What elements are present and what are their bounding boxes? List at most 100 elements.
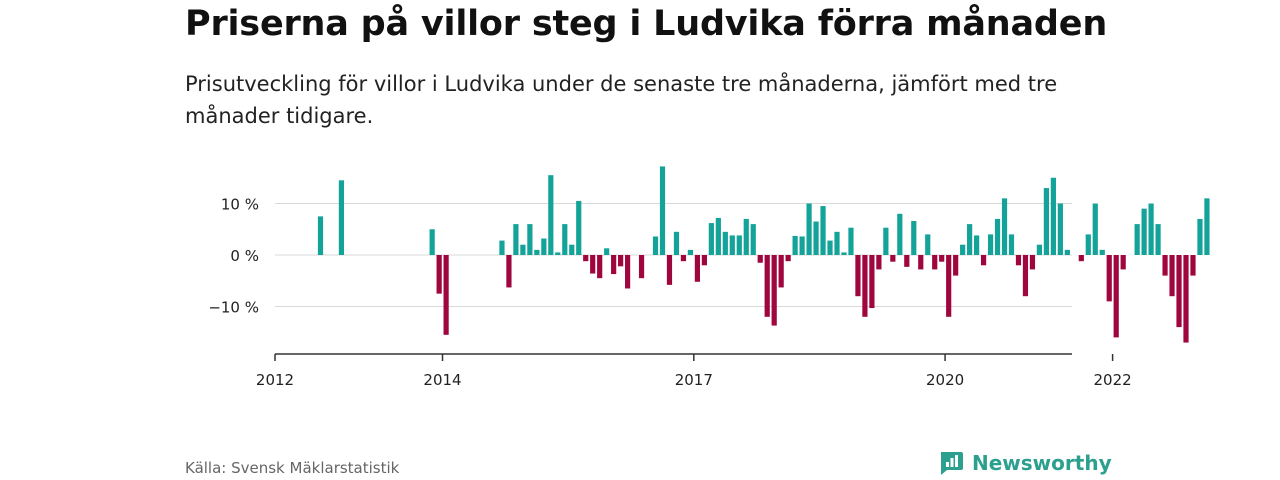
bar-2022-08 xyxy=(1162,255,1168,276)
bar-2019-11 xyxy=(932,255,938,270)
bar-2018-02 xyxy=(785,255,791,262)
bar-2015-12 xyxy=(604,248,610,256)
bar-2017-01 xyxy=(694,255,700,282)
bar-2021-11 xyxy=(1099,249,1105,255)
bar-2014-12 xyxy=(520,244,526,255)
bar-2016-05 xyxy=(638,255,645,279)
bar-2018-09 xyxy=(834,231,840,256)
bar-2022-02 xyxy=(1120,255,1126,270)
bar-2021-02 xyxy=(1036,244,1043,255)
bar-2018-05 xyxy=(806,203,812,255)
bar-2016-09 xyxy=(666,255,673,285)
bar-2016-01 xyxy=(611,255,617,275)
x-tick-label: 2012 xyxy=(256,371,294,389)
bar-2019-04 xyxy=(883,227,889,255)
bar-2020-01 xyxy=(946,255,952,317)
bar-2020-07 xyxy=(987,234,994,255)
bar-2017-07 xyxy=(736,235,742,255)
bar-2019-05 xyxy=(890,255,896,262)
bar-2019-09 xyxy=(918,255,924,270)
bar-chart: −10 % 0 % 10 % 2012 2014 2017 2020 2022 11 % xyxy=(208,150,1268,389)
bar-2017-09 xyxy=(750,224,756,255)
bar-2019-12 xyxy=(939,255,945,262)
bar-2018-06 xyxy=(813,221,819,256)
x-tick-label: 2022 xyxy=(1094,371,1132,389)
tick-labels: −10 % 0 % 10 % 2012 2014 2017 2020 2022 11 % xyxy=(208,150,1268,389)
bar-2018-08 xyxy=(827,240,833,255)
x-tick-label: 2014 xyxy=(423,371,461,389)
bar-2022-01 xyxy=(1113,255,1119,338)
x-tick-label: 2017 xyxy=(675,371,713,389)
y-tick-label: −10 % xyxy=(208,299,259,317)
bar-2013-12 xyxy=(436,255,442,294)
x-axis xyxy=(274,353,1114,361)
bar-2018-11 xyxy=(848,227,854,255)
bar-2019-08 xyxy=(911,221,917,255)
bar-2015-04 xyxy=(548,175,554,255)
bar-2016-11 xyxy=(680,255,687,262)
bar-2018-01 xyxy=(778,255,784,288)
bar-2021-06 xyxy=(1064,249,1070,255)
bar-2019-06 xyxy=(897,213,903,255)
bar-2018-12 xyxy=(855,255,861,297)
bar-2017-10 xyxy=(757,255,763,263)
bar-2012-10 xyxy=(338,180,345,255)
bar-2017-06 xyxy=(729,235,735,255)
bar-2017-02 xyxy=(701,255,707,266)
y-tick-label: 0 % xyxy=(230,247,259,265)
bar-2017-11 xyxy=(764,255,770,317)
bar-2016-07 xyxy=(652,236,659,255)
bar-2019-07 xyxy=(904,255,910,267)
bar-2013-11 xyxy=(429,229,435,255)
bar-2023-01 xyxy=(1197,218,1203,255)
bar-2016-03 xyxy=(625,255,631,289)
bar-2018-10 xyxy=(841,252,847,255)
bar-2021-08 xyxy=(1078,255,1084,262)
bar-2015-06 xyxy=(562,224,568,255)
bar-2017-08 xyxy=(743,218,749,255)
bar-2017-12 xyxy=(771,255,777,326)
chart-subtitle: Prisutveckling för villor i Ludvika unde… xyxy=(185,72,1058,128)
bar-2016-08 xyxy=(659,166,666,255)
bar-2017-04 xyxy=(715,217,721,255)
bar-2022-12 xyxy=(1190,255,1196,276)
bar-2022-11 xyxy=(1183,255,1189,343)
bar-2020-06 xyxy=(980,255,987,266)
source-note: Källa: Svensk Mäklarstatistik xyxy=(185,459,400,477)
brand-name: Newsworthy xyxy=(972,451,1112,475)
bar-2021-03 xyxy=(1043,188,1049,255)
bar-2021-09 xyxy=(1085,234,1091,255)
bar-2021-05 xyxy=(1057,203,1063,255)
bar-2022-06 xyxy=(1148,203,1154,255)
bar-2015-08 xyxy=(576,200,582,255)
bar-2018-04 xyxy=(799,236,805,255)
bar-2022-05 xyxy=(1141,208,1147,255)
bar-2015-11 xyxy=(597,255,603,279)
bar-2020-08 xyxy=(994,218,1001,255)
bar-2015-07 xyxy=(569,244,575,255)
gridlines xyxy=(275,203,1072,307)
bar-2014-10 xyxy=(506,255,512,288)
bar-2016-12 xyxy=(687,249,694,255)
y-tick-label: 10 % xyxy=(221,196,259,214)
bar-2019-02 xyxy=(869,255,875,309)
bar-2020-12 xyxy=(1022,255,1029,297)
bar-2016-10 xyxy=(673,231,680,256)
bar-2015-02 xyxy=(534,249,540,255)
bar-2020-02 xyxy=(953,255,959,276)
bar-2021-12 xyxy=(1106,255,1112,302)
bar-2012-07 xyxy=(317,216,324,256)
annotation-label: 11 % xyxy=(1230,150,1268,154)
bar-2021-10 xyxy=(1092,203,1098,255)
bar-2020-05 xyxy=(974,235,980,255)
bar-2017-05 xyxy=(722,231,728,256)
bar-2022-09 xyxy=(1169,255,1175,297)
bar-2020-09 xyxy=(1001,198,1008,255)
chart-title: Priserna på villor steg i Ludvika förra … xyxy=(185,4,1108,44)
bars xyxy=(317,166,1210,343)
bar-2015-09 xyxy=(583,255,589,262)
x-tick-label: 2020 xyxy=(926,371,964,389)
bar-2019-03 xyxy=(876,255,882,270)
bar-2022-04 xyxy=(1134,224,1140,255)
bar-2015-01 xyxy=(527,224,533,255)
